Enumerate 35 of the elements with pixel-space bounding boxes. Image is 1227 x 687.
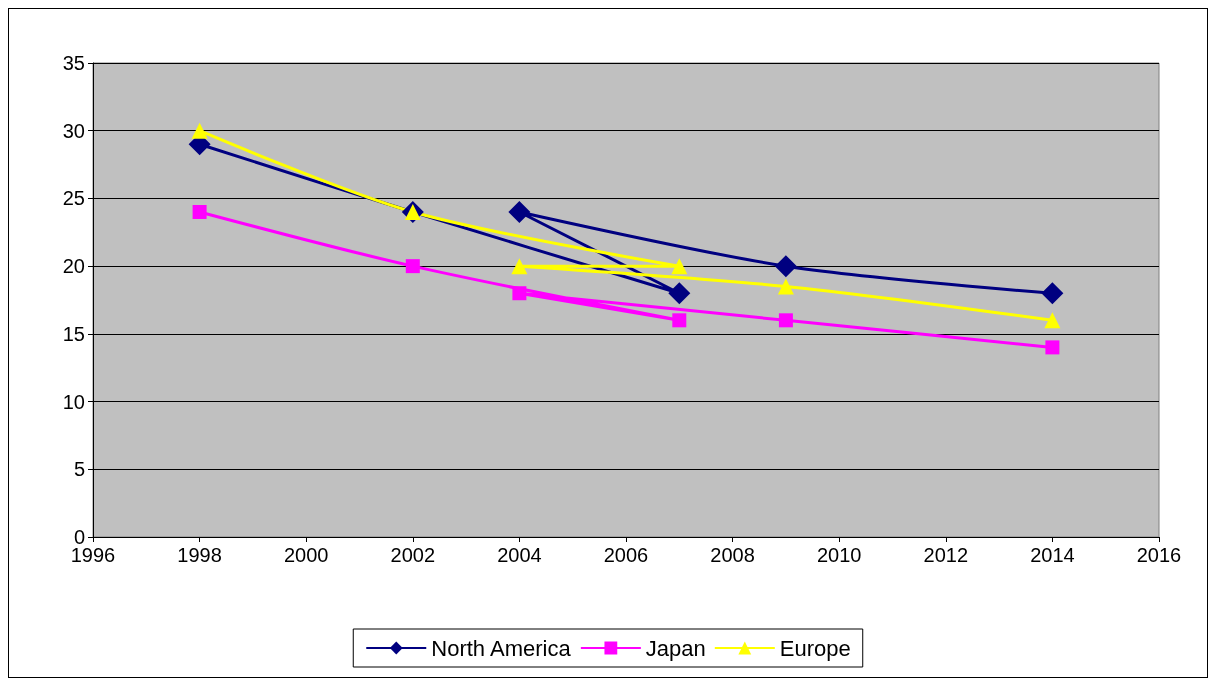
- point: [1044, 312, 1061, 329]
- point: [668, 282, 691, 305]
- y-tick-label: 35: [62, 52, 85, 74]
- point: [1045, 340, 1060, 355]
- legend-label: Japan: [645, 635, 706, 661]
- x-tick-label: 2006: [603, 544, 649, 566]
- point: [192, 204, 207, 219]
- x-tick-label: 2012: [923, 544, 969, 566]
- point: [512, 286, 527, 301]
- x-tick-label: 2002: [390, 544, 436, 566]
- point: [191, 122, 208, 139]
- y-tick-label: 30: [62, 119, 85, 142]
- y-tick-label: 25: [62, 187, 85, 210]
- y-tick-label: 20: [62, 255, 85, 278]
- x-tick-label: 2008: [710, 544, 755, 566]
- x-tick-label: 1998: [177, 544, 222, 566]
- x-tick-label: 2000: [283, 544, 329, 566]
- x-tick-label: 2014: [1030, 544, 1075, 566]
- y-tick-label: 15: [62, 322, 85, 345]
- legend-label: Europe: [779, 635, 851, 661]
- point: [777, 278, 794, 295]
- point: [1041, 282, 1064, 305]
- legend-label: North America: [431, 635, 572, 661]
- x-tick-label: 2016: [1136, 544, 1182, 566]
- point: [405, 259, 420, 274]
- x-tick-label: 2004: [497, 544, 542, 566]
- y-tick-label: 10: [62, 390, 85, 413]
- x-tick-label: 2010: [816, 544, 862, 566]
- point: [511, 258, 528, 275]
- point: [774, 255, 797, 278]
- point: [508, 200, 531, 223]
- point: [778, 313, 793, 328]
- y-tick-label: 5: [73, 458, 85, 481]
- point: [672, 313, 687, 328]
- point: [671, 258, 688, 275]
